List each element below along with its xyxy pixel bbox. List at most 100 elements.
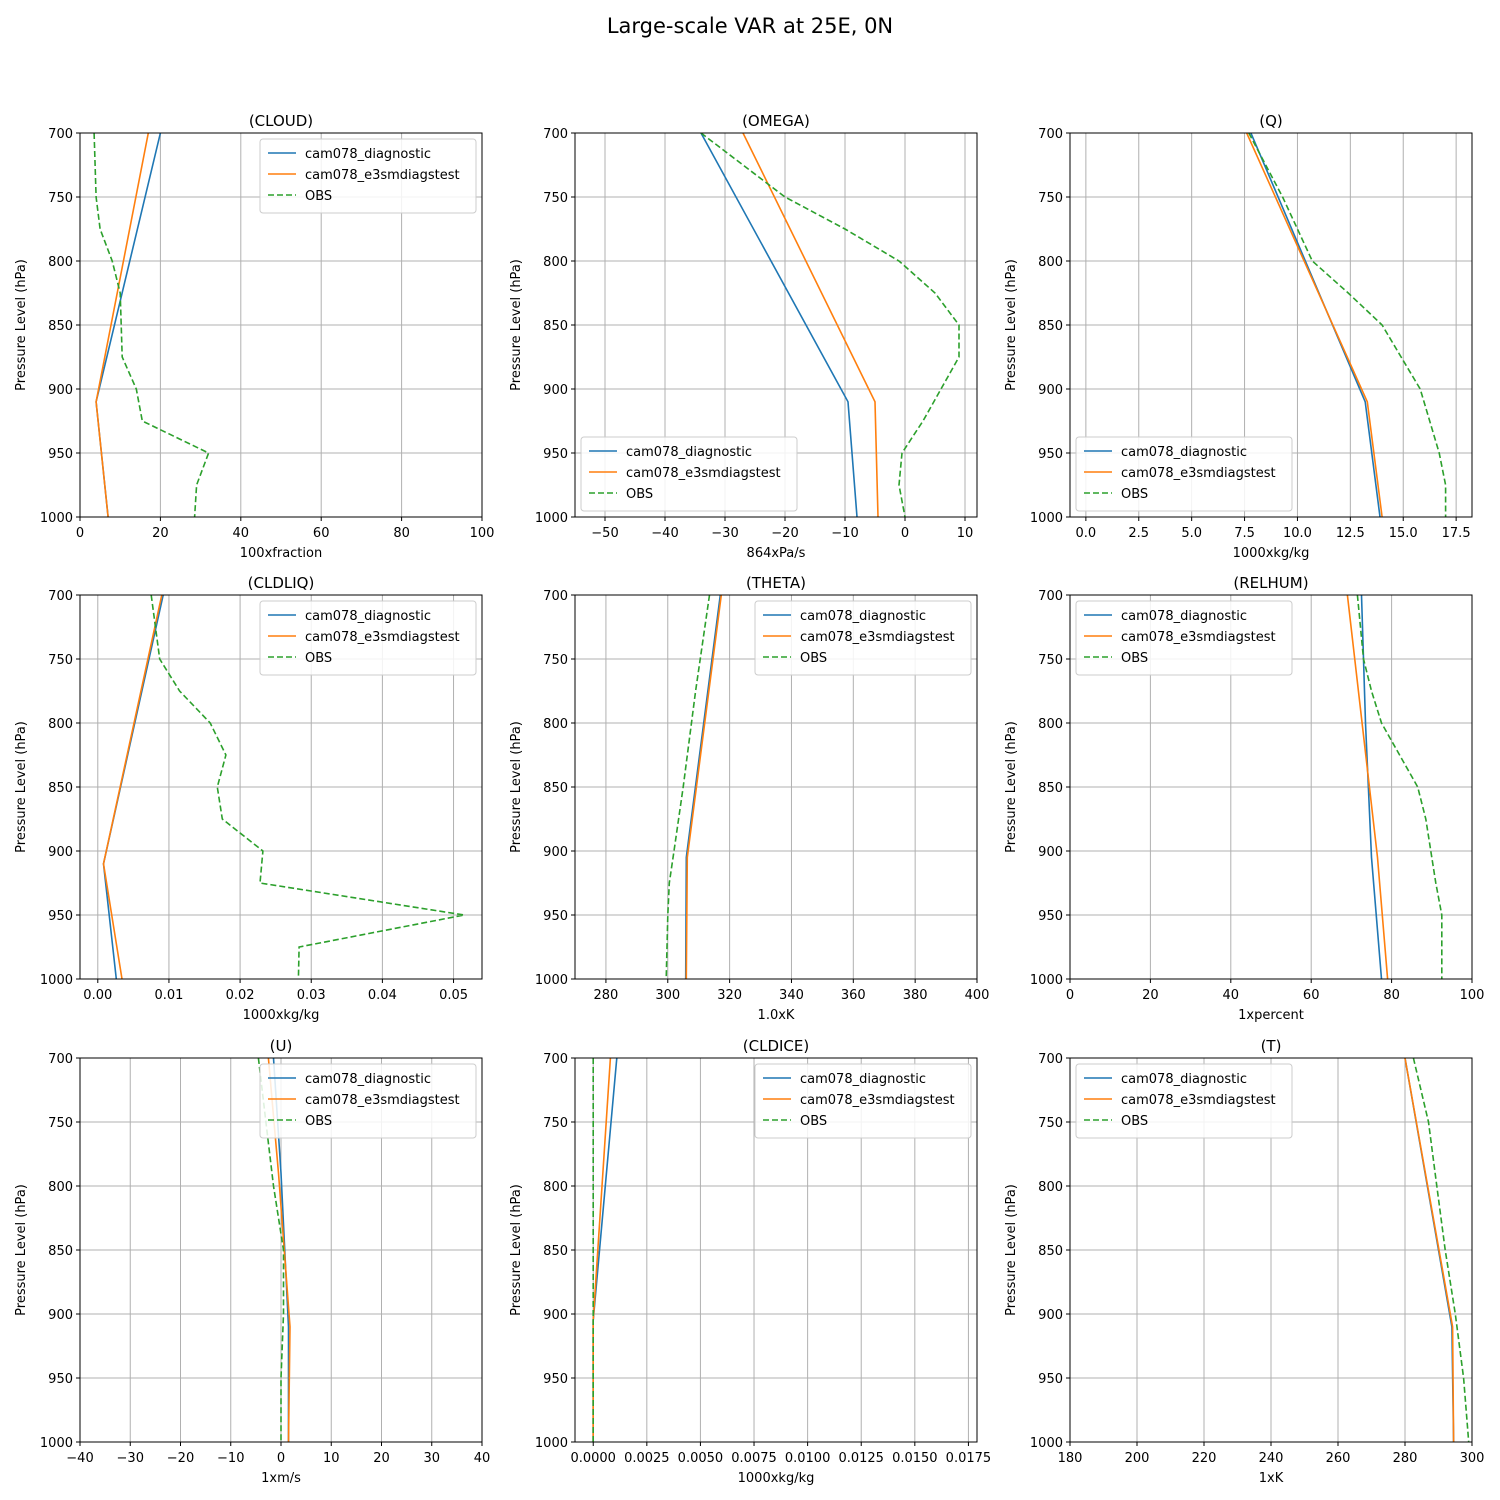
legend-box xyxy=(259,1063,477,1139)
x-tick-label: 0.0100 xyxy=(785,1451,831,1466)
y-tick-label: 1000 xyxy=(40,1436,73,1451)
legend-label: cam078_diagnostic xyxy=(305,147,431,162)
y-tick-label: 1000 xyxy=(40,973,73,988)
y-tick-label: 700 xyxy=(48,127,73,142)
legend-label: OBS xyxy=(1121,651,1148,666)
y-axis-label: Pressure Level (hPa) xyxy=(1004,721,1019,853)
legend-label: cam078_diagnostic xyxy=(1121,1072,1247,1087)
legend-label: cam078_e3smdiagstest xyxy=(800,630,955,645)
series-line-cam078_e3smdiagstest xyxy=(95,133,150,517)
x-tick-label: 0.0050 xyxy=(678,1451,724,1466)
y-tick-label: 700 xyxy=(1038,127,1063,142)
y-tick-label: 900 xyxy=(1038,383,1063,398)
y-tick-label: 800 xyxy=(543,255,568,270)
series-line-OBS xyxy=(1356,595,1443,979)
x-tick-label: 15.0 xyxy=(1389,526,1418,541)
y-tick-label: 1000 xyxy=(40,511,73,526)
x-tick-label: 0.0150 xyxy=(892,1451,938,1466)
legend: cam078_diagnostic cam078_e3smdiagstest OBS xyxy=(259,1063,477,1139)
x-axis-label: 1xK xyxy=(1259,1471,1284,1486)
legend-box xyxy=(259,600,477,676)
y-axis-label: Pressure Level (hPa) xyxy=(1004,259,1019,391)
legend: cam078_diagnostic cam078_e3smdiagstest OBS xyxy=(1075,600,1293,676)
x-tick-label: 100 xyxy=(1460,988,1485,1003)
y-tick-label: 900 xyxy=(48,845,73,860)
y-tick-label: 850 xyxy=(1038,781,1063,796)
x-tick-label: 0 xyxy=(76,526,84,541)
x-tick-label: 100 xyxy=(470,526,495,541)
subplot: 0.00 0.01 0.02 0.03 0.04 0.05 700 750 800 850 900 9… xyxy=(14,574,483,1023)
y-tick-label: 1000 xyxy=(1030,973,1063,988)
y-tick-label: 900 xyxy=(1038,845,1063,860)
x-tick-label: 20 xyxy=(1142,988,1159,1003)
y-tick-label: 850 xyxy=(543,319,568,334)
y-tick-label: 1000 xyxy=(1030,1436,1063,1451)
x-tick-label: 0.0125 xyxy=(838,1451,884,1466)
legend-label: cam078_diagnostic xyxy=(800,1072,926,1087)
x-tick-label: 300 xyxy=(655,988,680,1003)
x-tick-label: −10 xyxy=(831,526,858,541)
y-tick-label: 850 xyxy=(1038,1244,1063,1259)
x-tick-label: 5.0 xyxy=(1181,526,1202,541)
subplot: 0 20 40 60 80 100 700 750 800 850 900 950 1000 (RELHU… xyxy=(1004,574,1484,1023)
y-axis-label: Pressure Level (hPa) xyxy=(14,259,29,391)
y-tick-label: 750 xyxy=(543,653,568,668)
y-tick-label: 950 xyxy=(48,909,73,924)
x-axis-label: 864xPa/s xyxy=(747,546,806,561)
x-axis-label: 1.0xK xyxy=(758,1008,795,1023)
x-tick-label: 20 xyxy=(373,1451,390,1466)
subplot: 0.0000 0.0025 0.0050 0.0075 0.0100 0.0125 0.01… xyxy=(509,1037,991,1486)
x-tick-label: 280 xyxy=(594,988,619,1003)
x-tick-label: −10 xyxy=(217,1451,244,1466)
x-tick-label: 0.00 xyxy=(83,988,112,1003)
subplot: −50 −40 −30 −20 −10 0 10 700 750 800 850 900 950 1000… xyxy=(509,112,978,561)
x-tick-label: 40 xyxy=(233,526,250,541)
y-tick-label: 750 xyxy=(48,1116,73,1131)
y-tick-label: 1000 xyxy=(535,1436,568,1451)
y-tick-label: 800 xyxy=(543,717,568,732)
legend: cam078_diagnostic cam078_e3smdiagstest OBS xyxy=(259,600,477,676)
x-axis-label: 1000xkg/kg xyxy=(243,1008,320,1023)
legend-label: OBS xyxy=(800,651,827,666)
legend-label: OBS xyxy=(626,487,653,502)
y-tick-label: 700 xyxy=(1038,1052,1063,1067)
y-tick-label: 700 xyxy=(48,589,73,604)
y-tick-label: 800 xyxy=(48,1180,73,1195)
legend-box xyxy=(1075,1063,1293,1139)
x-axis-label: 100xfraction xyxy=(240,546,322,561)
subplot: 180 200 220 240 260 280 300 700 750 800 850 900 950 1… xyxy=(1004,1037,1484,1486)
y-tick-label: 900 xyxy=(543,1308,568,1323)
legend-box xyxy=(754,1063,972,1139)
y-tick-label: 900 xyxy=(543,383,568,398)
x-tick-label: 220 xyxy=(1192,1451,1217,1466)
y-tick-label: 800 xyxy=(48,255,73,270)
x-tick-label: −50 xyxy=(591,526,618,541)
legend-label: cam078_e3smdiagstest xyxy=(800,1093,955,1108)
y-tick-label: 1000 xyxy=(535,973,568,988)
legend-label: OBS xyxy=(1121,1114,1148,1129)
x-tick-label: 0 xyxy=(277,1451,285,1466)
x-axis-label: 1000xkg/kg xyxy=(738,1471,815,1486)
x-tick-label: 0.01 xyxy=(154,988,183,1003)
legend-label: OBS xyxy=(305,1114,332,1129)
x-tick-label: 80 xyxy=(1383,988,1400,1003)
y-tick-label: 900 xyxy=(1038,1308,1063,1323)
y-axis-label: Pressure Level (hPa) xyxy=(14,1184,29,1316)
legend-label: cam078_diagnostic xyxy=(626,445,752,460)
x-tick-label: 20 xyxy=(152,526,169,541)
y-tick-label: 950 xyxy=(543,1372,568,1387)
x-tick-label: 0.0075 xyxy=(731,1451,777,1466)
x-tick-label: −30 xyxy=(117,1451,144,1466)
legend-label: cam078_e3smdiagstest xyxy=(1121,1093,1276,1108)
x-tick-label: 0 xyxy=(901,526,909,541)
subplot-title: (OMEGA) xyxy=(742,112,810,130)
subplot-title: (THETA) xyxy=(746,574,806,592)
series-line-cam078_diagnostic xyxy=(700,133,858,517)
x-tick-label: 40 xyxy=(1223,988,1240,1003)
x-tick-label: 0.0025 xyxy=(624,1451,670,1466)
y-tick-label: 950 xyxy=(1038,1372,1063,1387)
legend-label: cam078_e3smdiagstest xyxy=(305,630,460,645)
x-tick-label: 0.05 xyxy=(439,988,468,1003)
y-tick-label: 750 xyxy=(1038,1116,1063,1131)
